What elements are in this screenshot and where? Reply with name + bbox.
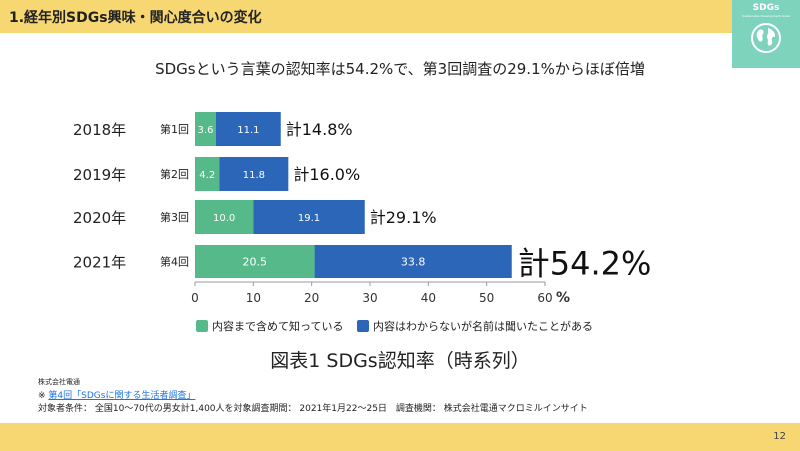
header-bar: 1.経年別SDGs興味・関心度合いの変化 [0, 0, 800, 33]
x-unit-label: % [556, 290, 570, 306]
x-tick-label: 40 [421, 291, 436, 305]
globe-icon [751, 23, 781, 53]
x-tick-label: 30 [362, 291, 377, 305]
year-label: 2020年 [73, 209, 126, 227]
source-survey-prefix: ※ [38, 391, 49, 401]
page-number: 12 [773, 431, 786, 442]
sdgs-logo: SDGs Sustainable Development Goals [732, 0, 800, 68]
data-label: 11.8 [243, 170, 265, 181]
bar-segment [216, 112, 281, 146]
legend-label-heard: 内容はわからないが名前は聞いたことがある [373, 320, 593, 333]
round-label: 第4回 [160, 255, 189, 269]
x-tick-label: 20 [304, 291, 319, 305]
year-label: 2018年 [73, 121, 126, 139]
survey-link[interactable]: 第4回「SDGsに関する生活者調査」 [48, 391, 196, 401]
total-label: 計29.1% [370, 208, 437, 227]
round-label: 第2回 [160, 167, 189, 181]
source-conditions: 対象者条件： 全国10～70代の男女計1,400人を対象調査期間： 2021年1… [38, 404, 588, 414]
figure-caption: 図表1 SDGs認知率（時系列） [270, 350, 530, 372]
round-label: 第1回 [160, 122, 189, 136]
data-label: 33.8 [401, 256, 426, 269]
legend-swatch-heard [357, 320, 369, 332]
data-label: 3.6 [198, 125, 214, 136]
x-tick-label: 50 [479, 291, 494, 305]
stacked-bar-chart: 2018年 第1回 3.6 11.1 計14.8% 2019年 第2回 4.2 11.8 計16.… [73, 112, 652, 306]
data-label: 20.5 [243, 256, 268, 269]
total-label: 計54.2% [518, 245, 652, 283]
round-label: 第3回 [160, 210, 189, 224]
x-tick-label: 10 [246, 291, 261, 305]
source-survey: ※ 第4回「SDGsに関する生活者調査」 [38, 388, 195, 401]
headline: SDGsという言葉の認知率は54.2%で、第3回調査の29.1%からほぼ倍増 [155, 60, 645, 78]
footer-bar: 12 [0, 423, 800, 451]
x-tick-label: 0 [191, 291, 199, 305]
legend-label-known: 内容まで含めて知っている [212, 320, 344, 333]
data-label: 10.0 [213, 213, 235, 224]
data-label: 4.2 [199, 170, 215, 181]
logo-subtext: Sustainable Development Goals [741, 14, 791, 18]
bar-segment [219, 157, 289, 191]
year-label: 2021年 [73, 254, 126, 272]
bar-segment [253, 200, 365, 234]
bar-segment [195, 200, 254, 234]
data-label: 19.1 [298, 213, 320, 224]
data-label: 11.1 [237, 125, 259, 136]
total-label: 計16.0% [293, 165, 360, 184]
page-title: 1.経年別SDGs興味・関心度合いの変化 [9, 10, 262, 26]
total-label: 計14.8% [286, 120, 353, 139]
logo-text: SDGs [752, 3, 780, 13]
source-company: 株式会社電通 [38, 378, 80, 386]
legend-swatch-known [196, 320, 208, 332]
legend-item-heard: 内容はわからないが名前は聞いたことがある [357, 318, 593, 334]
bar-segment [195, 157, 220, 191]
bar-segment [314, 245, 512, 278]
year-label: 2019年 [73, 166, 126, 184]
bar-segment [195, 245, 315, 278]
legend-item-known: 内容まで含めて知っている [196, 318, 343, 334]
x-tick-label: 60 [537, 291, 552, 305]
bar-segment [195, 112, 216, 146]
